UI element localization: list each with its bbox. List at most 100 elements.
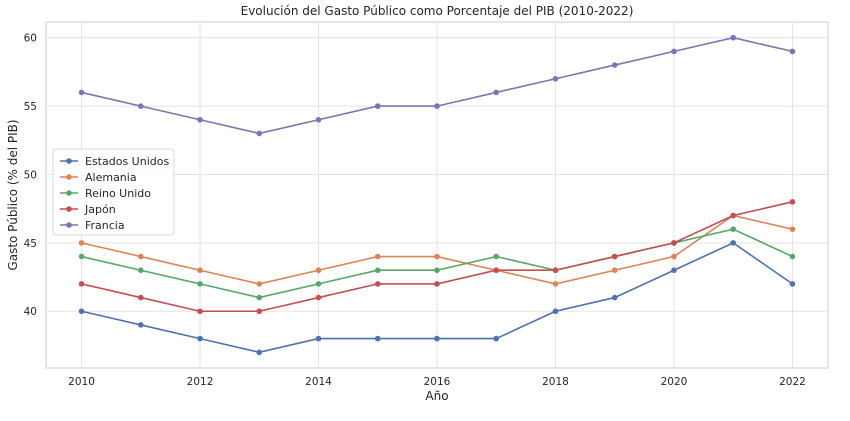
data-point bbox=[552, 308, 559, 315]
data-point bbox=[197, 308, 203, 315]
data-point bbox=[137, 294, 144, 301]
data-point bbox=[197, 335, 203, 342]
x-tick-label: 2012 bbox=[187, 376, 214, 388]
x-tick-label: 2016 bbox=[424, 376, 451, 388]
data-point bbox=[78, 253, 85, 260]
y-axis-ticks: 40 45 50 55 60 bbox=[24, 33, 37, 319]
data-point bbox=[611, 62, 618, 68]
y-tick-label: 60 bbox=[24, 33, 37, 45]
data-point bbox=[315, 267, 322, 274]
data-point bbox=[493, 89, 500, 96]
legend-label: Estados Unidos bbox=[85, 155, 169, 168]
data-point bbox=[197, 116, 203, 123]
data-point bbox=[256, 294, 263, 301]
x-axis-ticks: 2010 2012 2014 2016 2018 2020 2022 bbox=[68, 376, 806, 388]
data-point bbox=[611, 294, 618, 301]
y-tick-label: 55 bbox=[24, 101, 37, 113]
data-point bbox=[611, 267, 618, 274]
data-point bbox=[78, 281, 85, 287]
data-point bbox=[78, 240, 85, 246]
data-point bbox=[493, 253, 500, 260]
data-point bbox=[137, 267, 144, 274]
x-tick-label: 2018 bbox=[542, 376, 569, 388]
data-point bbox=[789, 281, 796, 287]
legend-box bbox=[52, 148, 175, 236]
legend-label: Japón bbox=[84, 203, 116, 216]
data-point bbox=[256, 281, 263, 287]
data-point bbox=[374, 335, 381, 342]
legend-marker bbox=[66, 222, 72, 228]
legend-label: Alemania bbox=[85, 171, 137, 184]
data-point bbox=[256, 349, 263, 356]
data-point bbox=[730, 226, 737, 232]
series-1 bbox=[78, 212, 796, 287]
y-tick-label: 40 bbox=[24, 306, 37, 318]
legend-item: Estados Unidos bbox=[60, 155, 169, 168]
data-point bbox=[315, 335, 322, 342]
data-point bbox=[730, 212, 737, 219]
x-tick-label: 2020 bbox=[661, 376, 688, 388]
data-point bbox=[730, 240, 737, 246]
data-point bbox=[315, 294, 322, 301]
x-tick-label: 2014 bbox=[305, 376, 332, 388]
series-4 bbox=[78, 34, 796, 137]
data-point bbox=[611, 253, 618, 260]
data-point bbox=[493, 335, 500, 342]
data-point bbox=[671, 267, 677, 274]
data-point bbox=[552, 75, 559, 82]
data-point bbox=[730, 34, 737, 41]
y-tick-label: 50 bbox=[24, 169, 37, 181]
chart-title: Evolución del Gasto Público como Porcent… bbox=[241, 4, 634, 18]
data-point bbox=[493, 267, 500, 274]
legend-marker bbox=[66, 158, 72, 164]
data-point bbox=[434, 267, 440, 274]
series-3 bbox=[78, 199, 796, 315]
x-tick-label: 2022 bbox=[779, 376, 806, 388]
legend-label: Reino Unido bbox=[85, 187, 151, 200]
data-point bbox=[78, 89, 85, 96]
data-point bbox=[789, 253, 796, 260]
legend-label: Francia bbox=[85, 219, 125, 232]
data-point bbox=[315, 116, 322, 123]
data-point bbox=[374, 281, 381, 287]
y-axis-label: Gasto Público (% del PIB) bbox=[6, 119, 20, 270]
data-point bbox=[671, 240, 677, 246]
data-point bbox=[374, 267, 381, 274]
data-point bbox=[197, 267, 203, 274]
legend: Estados Unidos Alemania Reino Unido Japón Fr… bbox=[52, 148, 175, 236]
x-tick-label: 2010 bbox=[68, 376, 95, 388]
data-point bbox=[137, 253, 144, 260]
data-point bbox=[256, 130, 263, 137]
series-0 bbox=[78, 240, 796, 356]
legend-item: Reino Unido bbox=[60, 187, 151, 200]
legend-item: Japón bbox=[60, 203, 116, 216]
data-point bbox=[789, 199, 796, 205]
data-point bbox=[552, 281, 559, 287]
data-point bbox=[315, 281, 322, 287]
data-point bbox=[137, 322, 144, 328]
legend-marker bbox=[66, 206, 72, 212]
series-group bbox=[78, 34, 796, 356]
data-point bbox=[434, 281, 440, 287]
data-point bbox=[434, 253, 440, 260]
data-point bbox=[137, 103, 144, 109]
data-point bbox=[671, 48, 677, 55]
x-axis-label: Año bbox=[425, 389, 448, 403]
data-point bbox=[78, 308, 85, 315]
legend-marker bbox=[66, 174, 72, 180]
data-point bbox=[434, 103, 440, 109]
data-point bbox=[671, 253, 677, 260]
y-tick-label: 45 bbox=[24, 238, 37, 250]
data-point bbox=[789, 226, 796, 232]
legend-item: Alemania bbox=[60, 171, 137, 184]
data-point bbox=[552, 267, 559, 274]
legend-marker bbox=[66, 190, 72, 196]
data-point bbox=[374, 253, 381, 260]
data-point bbox=[256, 308, 263, 315]
data-point bbox=[789, 48, 796, 55]
data-point bbox=[434, 335, 440, 342]
data-point bbox=[374, 103, 381, 109]
data-point bbox=[197, 281, 203, 287]
legend-item: Francia bbox=[60, 219, 125, 232]
